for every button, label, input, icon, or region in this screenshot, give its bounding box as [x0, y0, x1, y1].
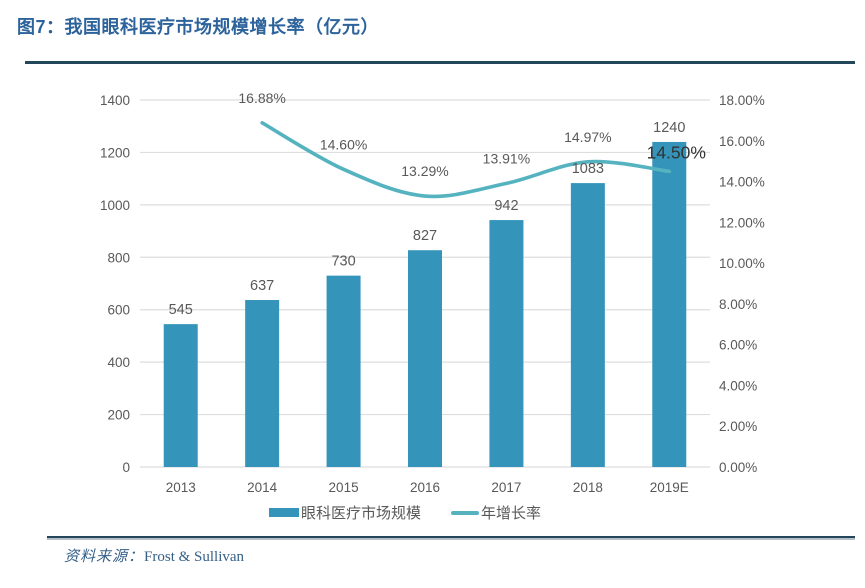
bar-2017 [489, 220, 524, 467]
growth-rate-line [260, 121, 672, 199]
chart-legend: 眼科医疗市场规模 年增长率 [0, 502, 810, 523]
left-axis-tick-label: 0 [122, 460, 130, 475]
line-value-label-emphasized: 14.50% [647, 142, 706, 162]
left-axis-tick-label: 400 [107, 355, 130, 370]
x-axis-category-label: 2016 [410, 480, 440, 495]
source-value: Frost & Sullivan [144, 549, 245, 565]
right-axis-tick-label: 12.00% [719, 215, 765, 230]
right-axis-tick-label: 10.00% [719, 256, 765, 271]
right-axis-tick-label: 4.00% [719, 378, 757, 393]
bar-2013 [163, 324, 198, 467]
figure-title: 图7：我国眼科医疗市场规模增长率（亿元） [17, 17, 380, 37]
bar-value-label: 545 [169, 302, 193, 318]
line-value-label: 13.91% [483, 150, 530, 166]
right-axis-tick-label: 18.00% [719, 93, 765, 108]
line-value-label: 14.97% [564, 129, 611, 145]
bar-series-swatch [268, 508, 299, 517]
line-value-label: 16.88% [238, 90, 285, 106]
bar-2019E [652, 141, 687, 467]
line-value-label: 13.29% [401, 163, 448, 179]
line-value-label: 14.60% [320, 136, 367, 152]
line-series-swatch [451, 510, 479, 515]
left-axis-tick-label: 1400 [100, 93, 130, 108]
bar-2016 [408, 250, 442, 467]
x-axis-category-label: 2019E [650, 480, 689, 495]
legend-item-growth-rate: 年增长率 [451, 502, 541, 523]
right-axis-tick-label: 0.00% [719, 460, 757, 475]
x-axis-category-label: 2014 [247, 480, 278, 495]
bar-value-label: 942 [494, 198, 518, 214]
bar-value-label: 730 [331, 254, 355, 270]
bar-value-label: 1083 [572, 161, 604, 177]
legend-item-market-size: 眼科医疗市场规模 [268, 502, 421, 523]
left-axis-tick-label: 1000 [100, 198, 130, 213]
x-axis-category-label: 2015 [329, 480, 359, 495]
right-axis-tick-label: 16.00% [719, 134, 765, 149]
x-axis-category-label: 2017 [491, 480, 521, 495]
left-axis-tick-label: 800 [107, 250, 130, 265]
right-axis-tick-label: 2.00% [719, 419, 757, 434]
left-axis-tick-label: 1200 [100, 145, 130, 160]
bar-value-label: 827 [413, 228, 437, 244]
x-axis-category-label: 2013 [166, 480, 196, 495]
bar-2015 [326, 275, 361, 467]
right-axis-tick-label: 14.00% [719, 175, 765, 190]
legend-label-market-size: 眼科医疗市场规模 [300, 505, 421, 522]
bar-value-label: 1240 [653, 120, 685, 136]
source-label: 资料来源： [64, 549, 145, 565]
x-axis-category-label: 2018 [573, 480, 603, 495]
left-axis-tick-label: 600 [107, 303, 130, 318]
left-axis-tick-label: 200 [107, 408, 130, 423]
source-divider [47, 536, 855, 538]
bar-value-label: 637 [250, 278, 274, 294]
right-axis-tick-label: 8.00% [719, 297, 757, 312]
bar-2018 [570, 183, 605, 467]
bar-2014 [245, 300, 280, 467]
legend-label-growth-rate: 年增长率 [481, 505, 542, 522]
title-divider [25, 61, 855, 64]
market-size-growth-chart: 0 200 400 600 800 1000 1200 1400 0.00% 2.00% 4.00%… [100, 90, 765, 495]
source-line: 资料来源：Frost & Sullivan [64, 545, 244, 566]
right-axis-tick-label: 6.00% [719, 338, 757, 353]
